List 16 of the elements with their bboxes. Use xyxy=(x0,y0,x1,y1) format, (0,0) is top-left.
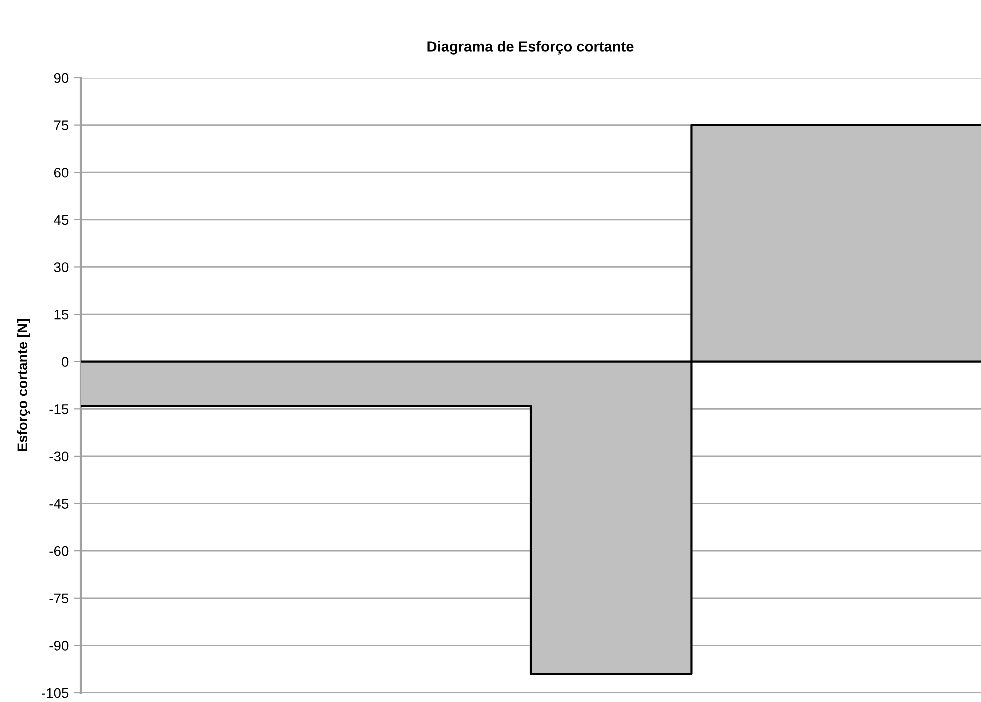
y-tick-label: 15 xyxy=(54,310,69,320)
y-tick-label: -60 xyxy=(50,546,69,556)
y-tick-label: -30 xyxy=(50,452,69,462)
y-tick-label: -105 xyxy=(42,688,69,698)
y-tick-label: -75 xyxy=(50,594,69,604)
y-tick-label: 45 xyxy=(54,215,69,226)
y-tick-label: -15 xyxy=(50,404,69,414)
chart-title: Diagrama de Esforço cortante xyxy=(428,41,634,55)
y-tick-label: 60 xyxy=(54,168,69,178)
y-tick-label: -90 xyxy=(50,641,69,651)
y-tick-label: 75 xyxy=(54,120,69,130)
y-tick-label: -45 xyxy=(50,499,69,509)
y-tick-label: 30 xyxy=(54,262,69,272)
y-axis-title: Esforço cortante [N] xyxy=(17,320,30,452)
y-tick-label: 90 xyxy=(54,73,69,84)
y-tick-label: 0 xyxy=(62,357,69,368)
